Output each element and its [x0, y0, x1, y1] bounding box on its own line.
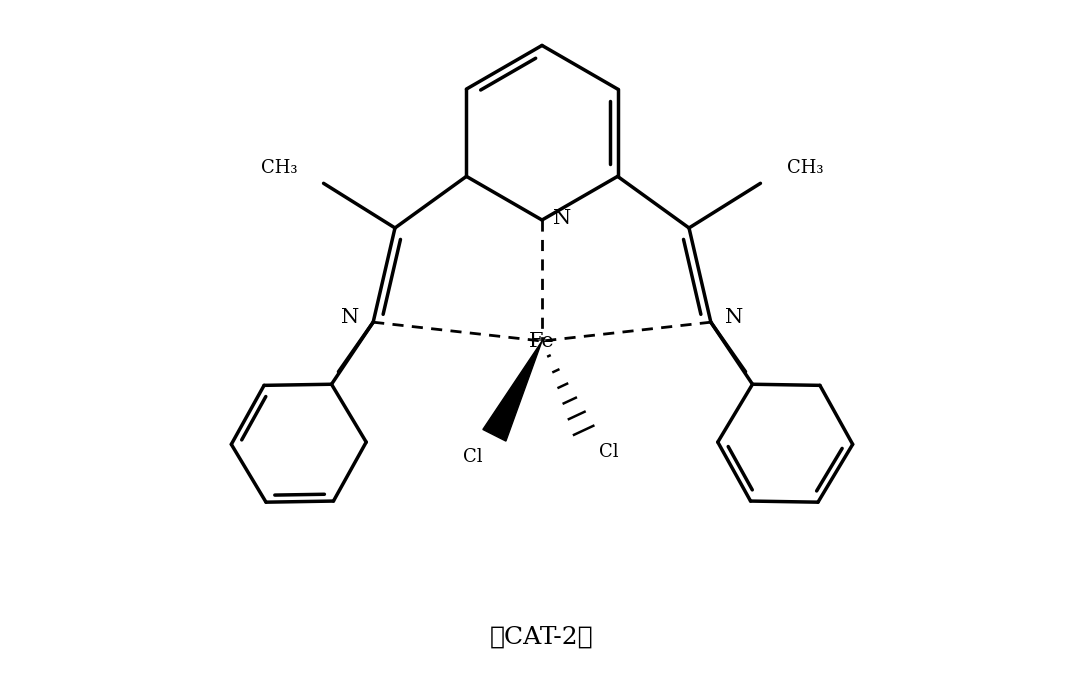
Text: Cl: Cl [598, 443, 618, 461]
Text: N: N [724, 307, 743, 327]
Text: N: N [341, 307, 360, 327]
Text: CH₃: CH₃ [260, 160, 297, 178]
Text: CH₃: CH₃ [787, 160, 824, 178]
Text: Cl: Cl [463, 448, 482, 466]
Text: Fe: Fe [529, 332, 555, 350]
Text: （CAT-2）: （CAT-2） [490, 625, 594, 648]
Polygon shape [482, 341, 542, 441]
Text: N: N [553, 209, 571, 227]
